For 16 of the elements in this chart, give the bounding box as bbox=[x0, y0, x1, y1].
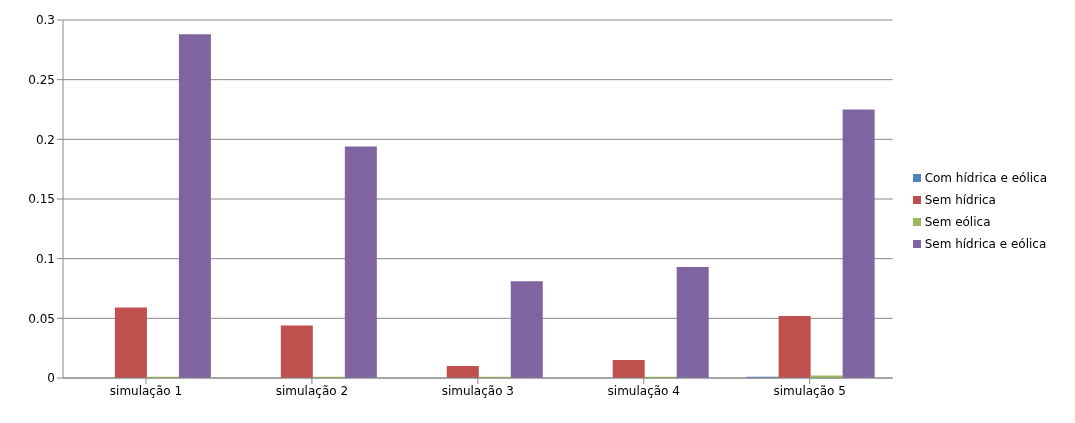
x-tick-label: simulação 4 bbox=[607, 383, 680, 398]
x-tick-label: simulação 1 bbox=[109, 383, 183, 398]
x-tick-label: simulação 2 bbox=[275, 383, 349, 398]
legend-label: Sem eólica bbox=[924, 214, 991, 229]
x-tick-label: simulação 5 bbox=[773, 383, 846, 398]
y-tick-label: 0 bbox=[47, 371, 55, 386]
y-tick-label: 0.1 bbox=[35, 251, 55, 266]
y-tick-label: 0.3 bbox=[35, 13, 55, 28]
y-tick-label: 0.15 bbox=[28, 192, 55, 207]
y-tick-label: 0.2 bbox=[35, 132, 55, 147]
legend-label: Sem hídrica e eólica bbox=[924, 236, 1047, 251]
y-tick-label: 0.25 bbox=[28, 72, 55, 87]
x-tick-label: simulação 3 bbox=[441, 383, 514, 398]
y-tick-label: 0.05 bbox=[28, 311, 55, 326]
legend-label: Sem hídrica bbox=[924, 192, 996, 207]
legend-label: Com hídrica e eólica bbox=[924, 170, 1047, 185]
